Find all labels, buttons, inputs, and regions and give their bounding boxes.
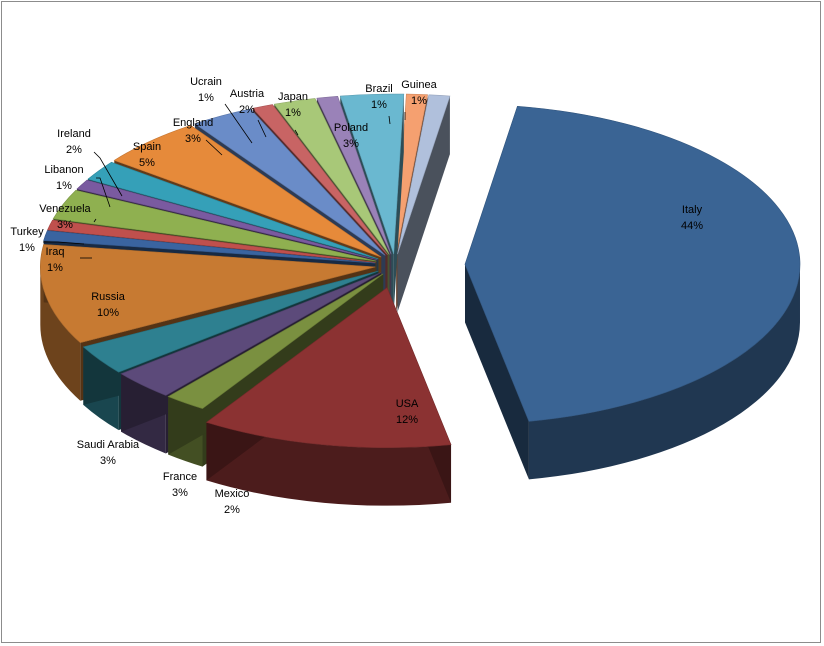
slice-percent-venezuela: 3%: [57, 219, 73, 231]
label-leader-line: [96, 177, 111, 208]
pie-slice-top: [205, 287, 452, 448]
slice-percent-ucrain: 1%: [198, 92, 214, 104]
pie-slice-top: [82, 270, 379, 373]
slice-label-mexico: Mexico: [215, 488, 250, 500]
pie-slice-top: [464, 105, 801, 422]
slice-percent-guinea: 1%: [411, 95, 427, 107]
pie-slice-top: [120, 272, 381, 396]
slice-percent-russia: 10%: [97, 307, 119, 319]
slice-label-japan: Japan: [278, 91, 308, 103]
label-leader-line: [257, 119, 267, 138]
pie-slice-top: [87, 161, 379, 260]
slice-percent-italy: 44%: [681, 220, 703, 232]
pie-slice-italy: [464, 105, 801, 480]
slice-label-spain: Spain: [133, 141, 161, 153]
pie-slice-guinea: [397, 94, 451, 313]
slice-percent-iraq: 1%: [47, 262, 63, 274]
pie-slice-top: [273, 98, 390, 255]
slice-percent-turkey: 1%: [19, 242, 35, 254]
pie-slice-top: [40, 244, 376, 344]
label-leader-line: [93, 218, 97, 223]
slice-percent-poland: 3%: [343, 138, 359, 150]
label-leader-line: [388, 115, 391, 125]
pie-slice-top: [47, 219, 376, 263]
label-leader-line: [224, 103, 253, 144]
slice-label-ireland: Ireland: [57, 128, 91, 140]
slice-label-turkey: Turkey: [10, 226, 44, 238]
label-leader-line: [205, 139, 223, 156]
pie-slice-side: [206, 422, 452, 506]
slice-percent-ireland: 2%: [66, 144, 82, 156]
slice-label-england: England: [173, 117, 213, 129]
slice-label-ucrain: Ucrain: [190, 76, 222, 88]
pie-slice-top: [43, 230, 376, 264]
slice-percent-usa: 12%: [396, 414, 418, 426]
slice-percent-brazil: 1%: [371, 99, 387, 111]
slice-label-saudi-arabia: Saudi Arabia: [77, 439, 140, 451]
pie-slice-top: [194, 108, 386, 256]
slice-percent-mexico: 2%: [224, 504, 240, 516]
slice-percent-austria: 2%: [239, 104, 255, 116]
pie-slice-top: [113, 125, 382, 258]
slice-percent-japan: 1%: [285, 107, 301, 119]
pie-slice-cut-face: [393, 94, 404, 313]
slice-label-usa: USA: [396, 398, 419, 410]
label-leader-line: [43, 241, 85, 245]
slice-label-iraq: Iraq: [46, 246, 65, 258]
slice-percent-england: 3%: [185, 133, 201, 145]
pie-slice-top: [395, 93, 428, 255]
label-leader-line: [294, 129, 299, 136]
slice-percent-spain: 5%: [139, 157, 155, 169]
pie-slice-top: [397, 94, 451, 255]
label-leader-line: [93, 151, 123, 197]
slice-label-guinea: Guinea: [401, 79, 437, 91]
slice-percent-saudi-arabia: 3%: [100, 455, 116, 467]
pie-slice-top: [52, 189, 377, 262]
pie-slice-cut-face: [464, 264, 529, 480]
pie-slice-top: [167, 273, 384, 409]
slice-label-libanon: Libanon: [44, 164, 83, 176]
slice-label-venezuela: Venezuela: [39, 203, 91, 215]
pie-slice-usa: [205, 287, 452, 506]
slice-label-italy: Italy: [682, 204, 703, 216]
pie-slice-top: [76, 179, 378, 261]
pie-slice-cut-face: [397, 96, 450, 313]
slice-label-austria: Austria: [230, 88, 265, 100]
pie-slice-side: [528, 264, 800, 480]
slice-label-france: France: [163, 471, 197, 483]
pie-slice-top: [339, 93, 405, 255]
slice-percent-libanon: 1%: [56, 180, 72, 192]
pie-slice-top: [316, 95, 392, 255]
pie-slice-side: [40, 266, 81, 401]
pie-slice-top: [252, 104, 388, 256]
slice-label-brazil: Brazil: [365, 83, 393, 95]
slice-label-russia: Russia: [91, 291, 126, 303]
slice-percent-france: 3%: [172, 487, 188, 499]
pie-slice-cut-face: [168, 273, 384, 455]
slice-label-poland: Poland: [334, 122, 368, 134]
